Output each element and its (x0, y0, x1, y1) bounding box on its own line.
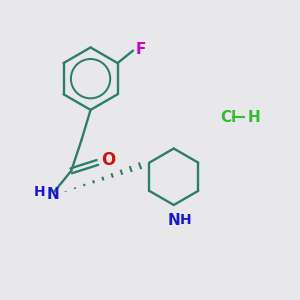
Text: H: H (248, 110, 260, 125)
Text: N: N (167, 213, 180, 228)
Text: H: H (179, 213, 191, 227)
Text: Cl: Cl (220, 110, 236, 125)
Text: N: N (47, 187, 60, 202)
Text: O: O (101, 151, 116, 169)
Text: F: F (136, 42, 146, 57)
Text: H: H (34, 185, 45, 199)
